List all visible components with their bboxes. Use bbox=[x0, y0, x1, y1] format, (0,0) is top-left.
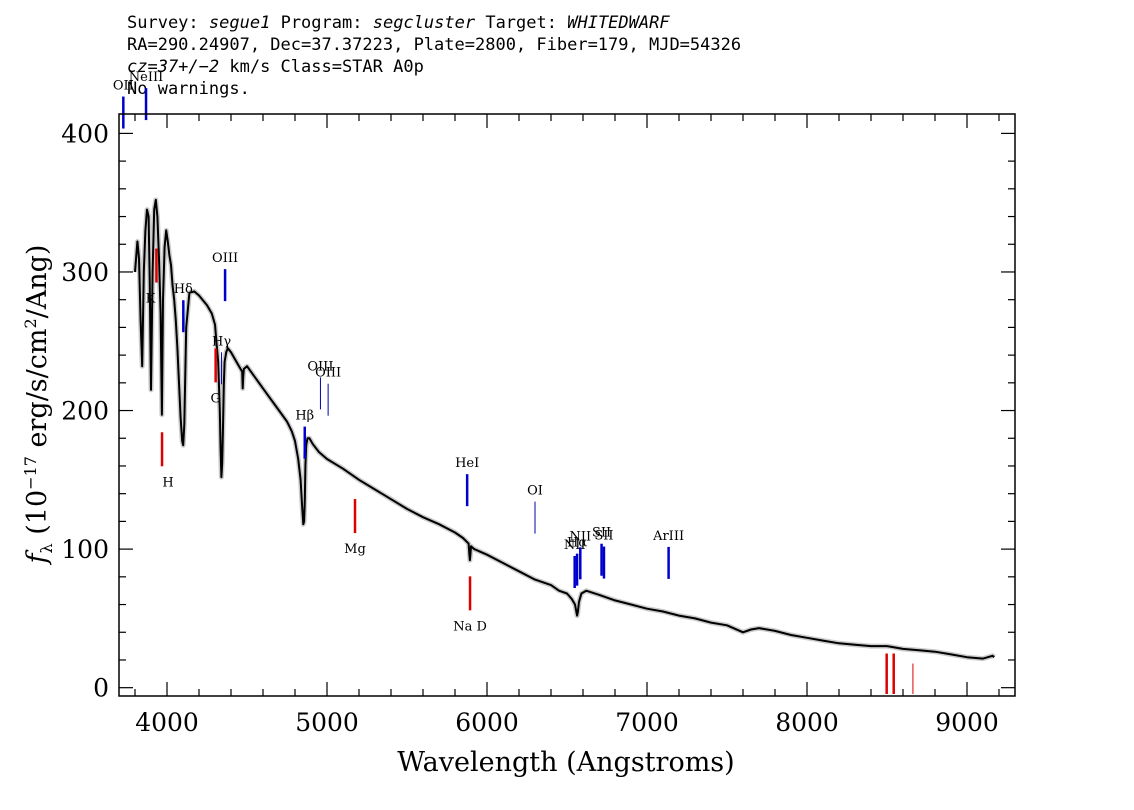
class-value: km/s Class=STAR A0p bbox=[219, 57, 424, 77]
emission-line-label-14: SII bbox=[594, 529, 613, 544]
y-axis-title-f: f bbox=[22, 549, 53, 565]
y-axis-title-mid: erg/s/cm bbox=[22, 329, 53, 457]
header-line-3: cz=37+/−2 km/s Class=STAR A0p bbox=[127, 56, 741, 78]
x-tick-label: 4000 bbox=[135, 708, 199, 737]
y-axis-title-close: /Ang) bbox=[22, 245, 53, 319]
emission-line-label-8: HeI bbox=[455, 456, 479, 471]
x-tick-label: 5000 bbox=[295, 708, 359, 737]
y-tick-label: 300 bbox=[61, 258, 109, 287]
x-tick-label: 8000 bbox=[775, 708, 839, 737]
y-tick-label: 0 bbox=[93, 674, 109, 703]
emission-line-label-6: OIII bbox=[307, 359, 333, 374]
y-axis-title-lambda: λ bbox=[37, 543, 56, 553]
absorption-line-label-4: Na D bbox=[453, 619, 487, 634]
y-axis-title-exp: −17 bbox=[21, 456, 40, 490]
y-tick-label: 400 bbox=[61, 119, 109, 148]
absorption-line-label-2: G bbox=[210, 391, 220, 406]
target-label: Target: bbox=[485, 13, 557, 33]
y-axis-title: fλ (10−17 erg/s/cm2/Ang) bbox=[21, 245, 56, 566]
header-line-1: Survey: segue1 Program: segcluster Targe… bbox=[127, 12, 741, 34]
emission-line-label-3: Hγ bbox=[212, 334, 231, 349]
emission-line-label-13: SII bbox=[592, 526, 611, 541]
spectrum-error-band bbox=[132, 197, 996, 662]
x-tick-label: 9000 bbox=[935, 708, 999, 737]
y-tick-label: 100 bbox=[61, 535, 109, 564]
emission-line-label-7: OIII bbox=[315, 366, 341, 381]
redshift-value: cz=37+/−2 bbox=[127, 57, 220, 77]
x-tick-label: 6000 bbox=[455, 708, 519, 737]
survey-label: Survey: bbox=[127, 13, 199, 33]
absorption-line-label-1: H bbox=[162, 475, 173, 490]
x-tick-label: 7000 bbox=[615, 708, 679, 737]
emission-line-label-1: NeIII bbox=[129, 70, 163, 85]
emission-line-label-11: Hα bbox=[567, 536, 587, 551]
y-axis-title-open: (10 bbox=[22, 490, 53, 543]
target-value: WHITEDWARF bbox=[567, 13, 670, 33]
y-axis-title-sq: 2 bbox=[21, 318, 40, 328]
emission-line-label-12: NII bbox=[569, 529, 591, 544]
emission-line-label-9: OI bbox=[527, 484, 543, 499]
program-label: Program: bbox=[280, 13, 363, 33]
emission-line-label-4: OIII bbox=[212, 251, 238, 266]
series-layer bbox=[132, 197, 996, 662]
absorption-line-label-0: K bbox=[146, 292, 156, 307]
header-line-4: No warnings. bbox=[127, 79, 250, 99]
program-value: segcluster bbox=[372, 13, 476, 33]
emission-line-label-15: ArIII bbox=[652, 529, 684, 544]
survey-value: segue1 bbox=[208, 13, 271, 33]
x-axis-title: Wavelength (Angstroms) bbox=[397, 747, 734, 778]
header-line-2: RA=290.24907, Dec=37.37223, Plate=2800, … bbox=[127, 35, 742, 55]
axes-layer: 4000 5000 6000 7000 8000 9000 0 100 200 300 400 bbox=[61, 113, 1016, 737]
emission-line-label-5: Hβ bbox=[295, 409, 314, 424]
plot-frame bbox=[118, 113, 1016, 697]
y-tick-label: 200 bbox=[61, 397, 109, 426]
emission-line-label-2: Hδ bbox=[174, 282, 193, 297]
absorption-line-label-3: Mg bbox=[344, 542, 366, 557]
spectrum-line-0 bbox=[134, 198, 995, 660]
emission-line-label-0: OII bbox=[113, 79, 134, 94]
spectrum-header: Survey: segue1 Program: segcluster Targe… bbox=[127, 12, 741, 100]
